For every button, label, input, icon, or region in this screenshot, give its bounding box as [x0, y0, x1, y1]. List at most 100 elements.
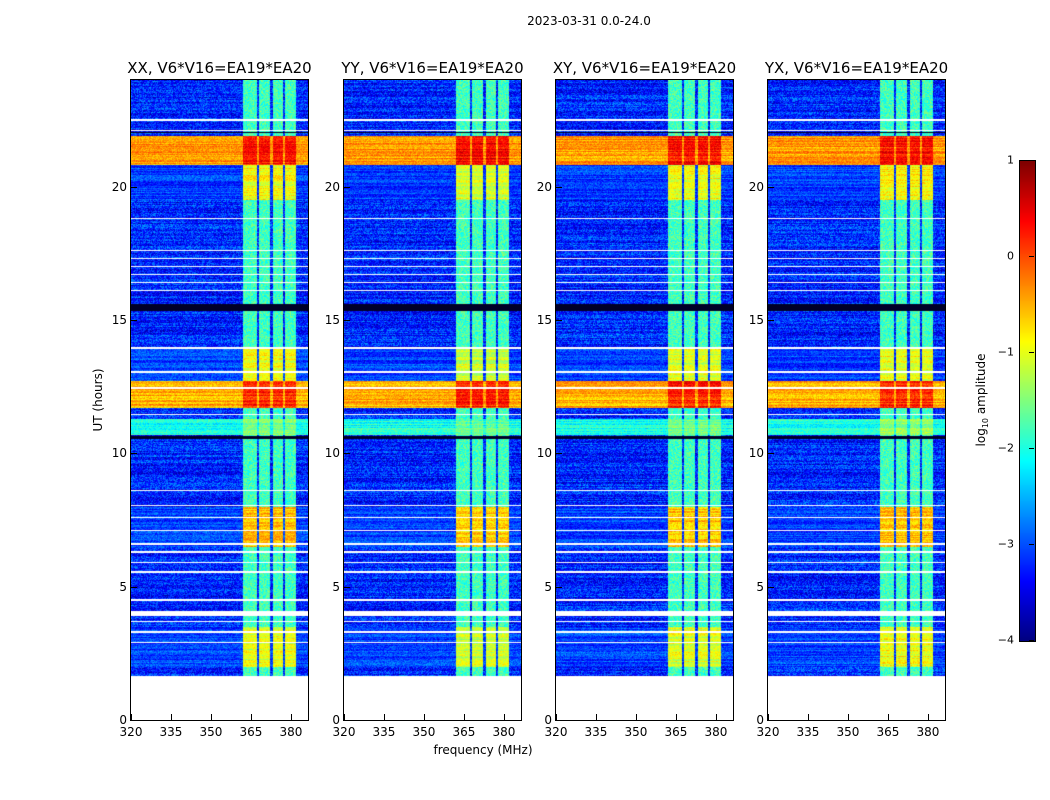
- heatmap-panel: [555, 79, 734, 721]
- heatmap-image: [768, 80, 945, 720]
- y-tick-label: 15: [748, 313, 764, 327]
- heatmap-panel: [767, 79, 946, 721]
- y-tick-mark: [131, 453, 137, 455]
- x-tick-mark: [131, 714, 132, 720]
- x-tick-label: 365: [239, 725, 263, 739]
- x-tick-label: 350: [412, 725, 436, 739]
- y-tick-mark: [556, 586, 562, 588]
- x-tick-label: 365: [452, 725, 476, 739]
- colorbar-tick-mark: [1029, 352, 1034, 353]
- x-tick-mark: [768, 714, 769, 720]
- y-tick-mark: [768, 320, 774, 321]
- y-tick-mark: [768, 186, 774, 188]
- y-tick-label: 20: [324, 179, 340, 194]
- y-tick-mark: [556, 186, 562, 188]
- x-tick-label: 350: [836, 725, 860, 739]
- x-tick-mark: [503, 714, 505, 720]
- y-tick-label: 0: [119, 713, 127, 727]
- y-axis-label: UT (hours): [91, 368, 105, 432]
- y-tick-mark: [344, 453, 350, 455]
- x-tick-label: 365: [876, 725, 900, 739]
- x-tick-label: 335: [584, 725, 608, 739]
- x-tick-label: 335: [796, 725, 820, 739]
- x-tick-mark: [807, 714, 809, 720]
- colorbar-tick-label: 0: [1007, 249, 1014, 263]
- x-tick-mark: [556, 714, 557, 720]
- y-tick-mark: [131, 320, 137, 321]
- y-tick-mark: [556, 720, 562, 721]
- heatmap-image: [556, 80, 733, 720]
- y-tick-label: 20: [748, 179, 764, 194]
- x-tick-mark: [847, 714, 849, 720]
- y-tick-mark: [556, 320, 562, 321]
- x-tick-mark: [675, 714, 677, 720]
- heatmap-panel: [130, 79, 309, 721]
- colorbar-tick-label: 1: [1007, 153, 1014, 167]
- colorbar-tick-label: −1: [997, 345, 1014, 359]
- x-tick-mark: [423, 714, 425, 720]
- figure-title: 2023-03-31 0.0-24.0: [527, 14, 651, 28]
- y-tick-label: 0: [332, 713, 340, 727]
- colorbar: [1019, 160, 1036, 642]
- x-tick-label: 320: [332, 725, 356, 739]
- x-tick-mark: [715, 714, 717, 720]
- y-tick-label: 0: [544, 713, 552, 727]
- heatmap-image: [344, 80, 521, 720]
- y-tick-mark: [768, 586, 774, 588]
- y-tick-label: 10: [324, 446, 340, 461]
- y-tick-label: 15: [111, 313, 127, 327]
- y-tick-label: 5: [756, 579, 764, 594]
- heatmap-image: [131, 80, 308, 720]
- x-tick-mark: [290, 714, 292, 720]
- colorbar-tick-label: −2: [997, 441, 1014, 455]
- colorbar-tick-mark: [1029, 448, 1034, 449]
- x-tick-label: 380: [704, 725, 728, 739]
- y-tick-mark: [768, 453, 774, 455]
- x-tick-mark: [595, 714, 597, 720]
- colorbar-tick-mark: [1029, 160, 1034, 161]
- y-tick-mark: [344, 320, 350, 321]
- y-tick-label: 5: [332, 579, 340, 594]
- y-tick-mark: [344, 186, 350, 188]
- y-tick-label: 10: [748, 446, 764, 461]
- y-tick-label: 15: [536, 313, 552, 327]
- y-tick-label: 5: [544, 579, 552, 594]
- y-tick-label: 10: [536, 446, 552, 461]
- x-tick-mark: [210, 714, 212, 720]
- colorbar-tick-mark: [1029, 544, 1034, 545]
- x-tick-mark: [383, 714, 385, 720]
- y-tick-label: 0: [756, 713, 764, 727]
- y-tick-mark: [131, 720, 137, 721]
- colorbar-tick-label: −4: [997, 633, 1014, 647]
- colorbar-label: log10 amplitude: [973, 353, 991, 447]
- x-tick-label: 380: [492, 725, 516, 739]
- y-tick-mark: [768, 720, 774, 721]
- x-tick-mark: [927, 714, 929, 720]
- y-tick-mark: [556, 453, 562, 455]
- y-tick-label: 15: [324, 313, 340, 327]
- y-tick-mark: [131, 186, 137, 188]
- y-tick-mark: [344, 720, 350, 721]
- y-tick-label: 20: [536, 179, 552, 194]
- x-tick-label: 320: [119, 725, 143, 739]
- y-tick-label: 20: [111, 179, 127, 194]
- panel-title: XX, V6*V16=EA19*EA20: [127, 59, 312, 77]
- y-tick-label: 10: [111, 446, 127, 461]
- x-tick-mark: [344, 714, 345, 720]
- x-tick-label: 350: [624, 725, 648, 739]
- x-tick-mark: [635, 714, 637, 720]
- x-tick-mark: [463, 714, 465, 720]
- x-tick-mark: [250, 714, 252, 720]
- colorbar-tick-mark: [1029, 256, 1034, 257]
- panel-title: YY, V6*V16=EA19*EA20: [341, 59, 524, 77]
- y-tick-mark: [344, 586, 350, 588]
- x-tick-mark: [887, 714, 889, 720]
- x-tick-label: 380: [916, 725, 940, 739]
- x-tick-label: 320: [756, 725, 780, 739]
- x-tick-label: 365: [664, 725, 688, 739]
- x-tick-label: 350: [199, 725, 223, 739]
- colorbar-tick-mark: [1029, 640, 1034, 641]
- x-tick-label: 335: [372, 725, 396, 739]
- colorbar-tick-label: −3: [997, 537, 1014, 551]
- x-tick-label: 380: [279, 725, 303, 739]
